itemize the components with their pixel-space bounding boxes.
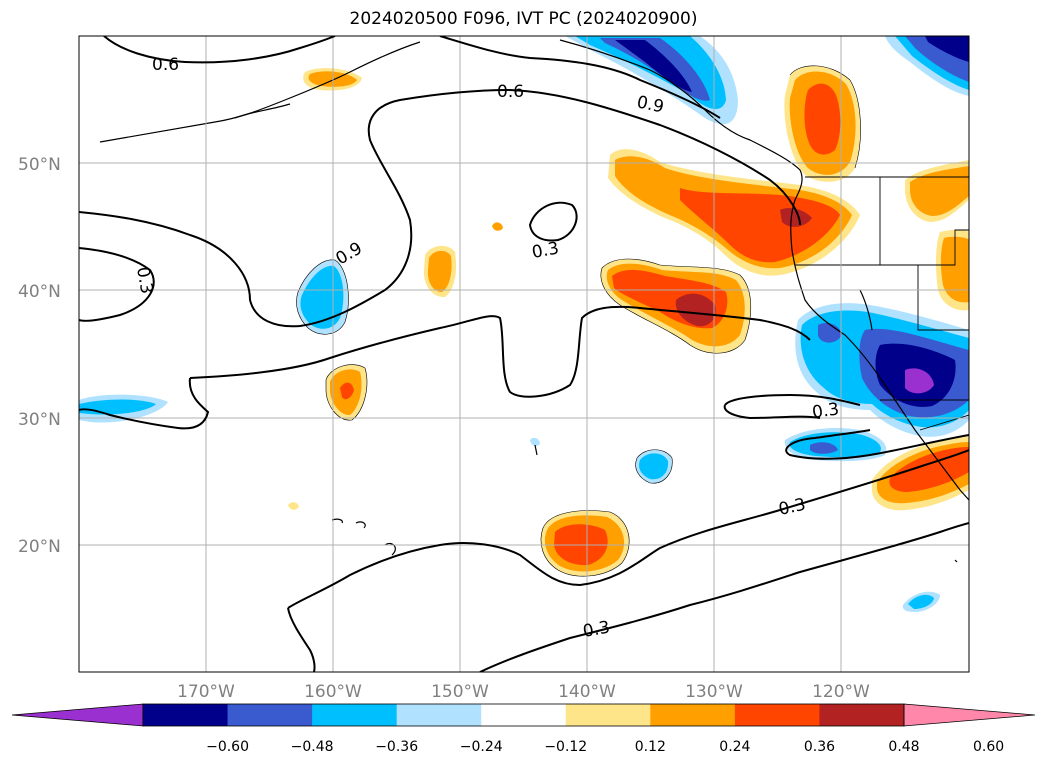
colorbar-segment bbox=[481, 704, 567, 726]
contour-label: 0.6 bbox=[152, 55, 179, 75]
borders bbox=[795, 176, 969, 431]
contour-label: 0.3 bbox=[132, 265, 156, 295]
colorbar-tick-label: −0.24 bbox=[460, 739, 503, 755]
colorbar-segment bbox=[143, 704, 229, 726]
colorbar-segment bbox=[312, 704, 398, 726]
lon-label: 130°W bbox=[685, 682, 743, 702]
colorbar-frame bbox=[142, 703, 905, 727]
colorbar-segment bbox=[565, 704, 651, 726]
colorbar-tick-label: 0.60 bbox=[973, 739, 1004, 755]
colorbar-tick-label: −0.48 bbox=[291, 739, 334, 755]
contour-label: 0.3 bbox=[530, 239, 560, 263]
colorbar-tick-label: 0.36 bbox=[804, 739, 835, 755]
colorbar-tick-label: 0.48 bbox=[888, 739, 919, 755]
lat-label: 50°N bbox=[18, 155, 61, 175]
shading-outlines bbox=[296, 65, 861, 577]
plot-frame bbox=[78, 35, 970, 673]
lon-label: 170°W bbox=[177, 682, 235, 702]
latitude-labels: 50°N 40°N 30°N 20°N bbox=[18, 155, 61, 557]
lon-label: 120°W bbox=[812, 682, 870, 702]
colorbar-segment bbox=[650, 704, 736, 726]
colorbar-tick-label: 0.12 bbox=[635, 739, 666, 755]
colorbar-segment bbox=[819, 704, 905, 726]
colorbar-tick-label: 0.24 bbox=[719, 739, 750, 755]
colorbar-extend-right bbox=[903, 703, 1036, 727]
pc-contours bbox=[79, 36, 969, 672]
colorbar-segment bbox=[396, 704, 482, 726]
colorbar: −0.60 −0.48 −0.36 −0.24 −0.12 0.12 0.24 0.36 0.4… bbox=[11, 703, 1036, 755]
colorbar-segment bbox=[734, 704, 820, 726]
longitude-labels: 170°W 160°W 150°W 140°W 130°W 120°W bbox=[177, 682, 870, 702]
colorbar-tick-label: −0.60 bbox=[206, 739, 249, 755]
lat-label: 20°N bbox=[18, 537, 61, 557]
colorbar-tick-label: −0.12 bbox=[544, 739, 587, 755]
contour-label: 0.6 bbox=[497, 82, 524, 102]
contour-label-group: 0.6 0.6 0.9 0.9 0.3 0.3 0.3 0.3 0.3 bbox=[132, 55, 840, 642]
lat-label: 40°N bbox=[18, 282, 61, 302]
lon-label: 140°W bbox=[558, 682, 616, 702]
map-title: 2024020500 F096, IVT PC (2024020900) bbox=[349, 9, 698, 29]
lon-label: 150°W bbox=[431, 682, 489, 702]
contour-label: 0.3 bbox=[811, 399, 841, 423]
contour-label: 0.3 bbox=[581, 618, 611, 642]
colorbar-segment bbox=[227, 704, 313, 726]
colorbar-tick-label: −0.36 bbox=[375, 739, 418, 755]
graticule bbox=[79, 36, 969, 672]
colorbar-extend-left bbox=[11, 703, 144, 727]
ivt-shading bbox=[79, 36, 969, 612]
lon-label: 160°W bbox=[304, 682, 362, 702]
lat-label: 30°N bbox=[18, 410, 61, 430]
